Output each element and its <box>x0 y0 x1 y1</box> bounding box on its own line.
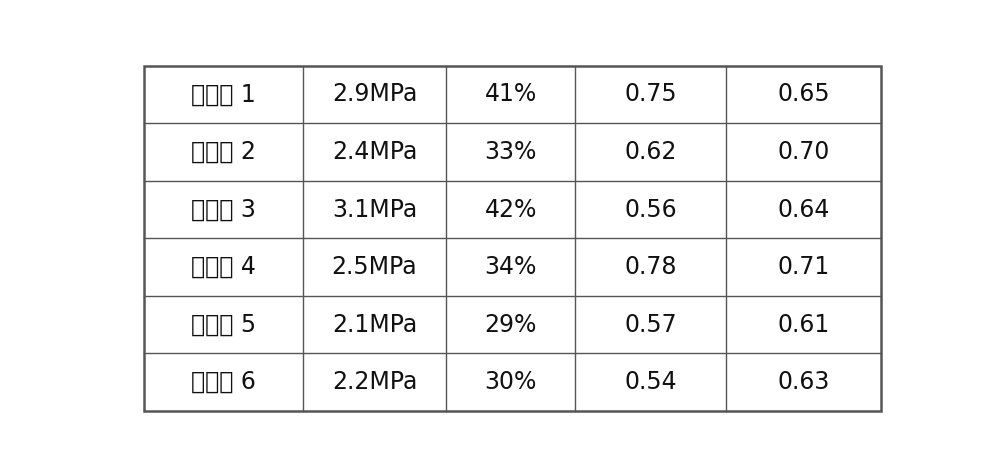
Text: 0.63: 0.63 <box>777 370 830 394</box>
Text: 30%: 30% <box>484 370 537 394</box>
Text: 2.9MPa: 2.9MPa <box>332 83 417 107</box>
Text: 对比例 3: 对比例 3 <box>191 198 256 221</box>
Text: 0.62: 0.62 <box>624 140 677 164</box>
Text: 0.70: 0.70 <box>777 140 830 164</box>
Text: 29%: 29% <box>484 312 537 337</box>
Text: 34%: 34% <box>484 255 537 279</box>
Text: 0.65: 0.65 <box>777 83 830 107</box>
Text: 42%: 42% <box>484 198 537 221</box>
Text: 0.64: 0.64 <box>777 198 830 221</box>
Text: 对比例 5: 对比例 5 <box>191 312 256 337</box>
Text: 对比例 4: 对比例 4 <box>191 255 256 279</box>
Text: 对比例 1: 对比例 1 <box>191 83 256 107</box>
Text: 41%: 41% <box>485 83 537 107</box>
Text: 对比例 2: 对比例 2 <box>191 140 256 164</box>
Text: 33%: 33% <box>484 140 537 164</box>
Text: 0.56: 0.56 <box>624 198 677 221</box>
Text: 2.1MPa: 2.1MPa <box>332 312 417 337</box>
Text: 2.4MPa: 2.4MPa <box>332 140 417 164</box>
Text: 0.54: 0.54 <box>624 370 677 394</box>
Text: 0.61: 0.61 <box>777 312 829 337</box>
Text: 0.57: 0.57 <box>624 312 677 337</box>
Text: 2.5MPa: 2.5MPa <box>332 255 417 279</box>
Text: 2.2MPa: 2.2MPa <box>332 370 417 394</box>
Text: 0.78: 0.78 <box>624 255 677 279</box>
Text: 3.1MPa: 3.1MPa <box>332 198 417 221</box>
Text: 0.71: 0.71 <box>777 255 829 279</box>
Text: 对比例 6: 对比例 6 <box>191 370 256 394</box>
Text: 0.75: 0.75 <box>624 83 677 107</box>
